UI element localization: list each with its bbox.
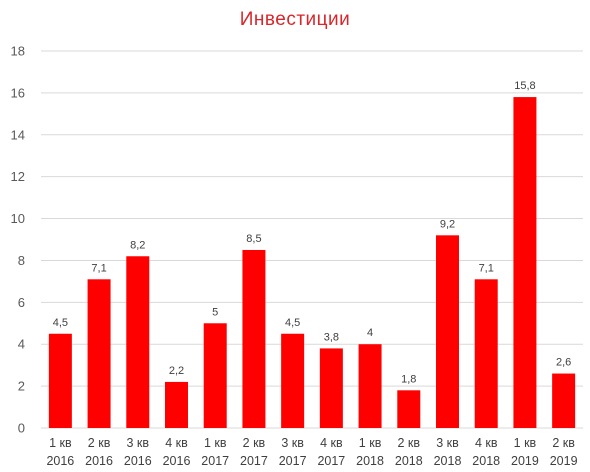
data-label: 9,2 [440, 218, 455, 230]
x-tick-label-quarter: 1 кв [514, 436, 537, 450]
x-tick-label-year: 2019 [511, 454, 539, 468]
x-tick-label-year: 2017 [240, 454, 268, 468]
bar [165, 381, 188, 428]
y-tick-label: 8 [18, 253, 25, 268]
bar [436, 235, 459, 428]
x-tick-label-quarter: 4 кв [475, 436, 498, 450]
x-tick-label-quarter: 3 кв [281, 436, 304, 450]
x-tick-label-year: 2017 [201, 454, 229, 468]
x-tick-label-quarter: 2 кв [88, 436, 111, 450]
y-axis-tick-labels: 0 2 4 6 8 10 12 14 16 18 [11, 44, 25, 436]
data-label: 2,2 [169, 365, 184, 377]
y-tick-label: 2 [18, 379, 25, 394]
x-tick-label-year: 2016 [124, 454, 152, 468]
data-label: 4 [367, 327, 373, 339]
y-tick-label: 6 [18, 295, 25, 310]
bar [474, 279, 498, 428]
y-tick-label: 0 [18, 421, 25, 436]
x-tick-label-year: 2018 [434, 454, 462, 468]
bar [513, 97, 537, 429]
y-tick-label: 12 [11, 169, 25, 184]
data-label: 15,8 [514, 80, 535, 92]
data-label: 1,8 [401, 373, 416, 385]
x-axis-tick-labels: 1 кв 2016 2 кв 2016 3 кв 2016 4 кв 2016 1 кв 2017… [46, 436, 577, 468]
x-tick-label-year: 2017 [317, 454, 345, 468]
x-tick-label-year: 2018 [356, 454, 384, 468]
x-tick-label-year: 2016 [46, 454, 74, 468]
x-tick-label-quarter: 1 кв [49, 436, 72, 450]
bar [203, 323, 227, 428]
x-tick-label-year: 2016 [163, 454, 191, 468]
data-label: 4,5 [285, 317, 300, 329]
data-label: 4,5 [53, 317, 68, 329]
data-label: 7,1 [91, 262, 106, 274]
x-tick-label-quarter: 4 кв [165, 436, 188, 450]
bar [48, 333, 72, 428]
data-label: 3,8 [324, 331, 339, 343]
x-tick-label-quarter: 3 кв [436, 436, 459, 450]
x-tick-label-quarter: 2 кв [398, 436, 421, 450]
data-label: 2,6 [556, 357, 571, 369]
x-tick-label-quarter: 4 кв [320, 436, 343, 450]
data-labels: 4,5 7,1 8,2 2,2 5 8,5 4,5 3,8 4 1,8 9,2 7,1 15,8 2,6 [53, 80, 572, 385]
data-label: 8,5 [246, 233, 261, 245]
y-tick-label: 4 [18, 337, 25, 352]
y-tick-label: 14 [11, 127, 25, 142]
data-label: 8,2 [130, 239, 145, 251]
x-tick-label-quarter: 2 кв [243, 436, 266, 450]
chart-title: Инвестиции [239, 9, 351, 30]
x-tick-label-year: 2018 [472, 454, 500, 468]
x-tick-label-year: 2018 [395, 454, 423, 468]
bar [358, 344, 382, 428]
bar [126, 256, 150, 428]
bars [48, 97, 576, 429]
bar [319, 348, 343, 428]
x-tick-label-year: 2017 [279, 454, 307, 468]
bar [87, 279, 111, 428]
y-tick-label: 10 [11, 211, 25, 226]
x-tick-label-quarter: 2 кв [552, 436, 575, 450]
gridlines [41, 50, 583, 429]
x-tick-label-year: 2016 [85, 454, 113, 468]
bar [242, 249, 266, 428]
bar [552, 373, 576, 428]
x-tick-label-year: 2019 [550, 454, 578, 468]
x-tick-label-quarter: 1 кв [359, 436, 382, 450]
y-tick-label: 18 [11, 44, 25, 59]
data-label: 5 [212, 306, 218, 318]
bar [397, 390, 421, 428]
x-tick-label-quarter: 3 кв [127, 436, 150, 450]
bar [281, 333, 305, 428]
data-label: 7,1 [479, 262, 494, 274]
x-tick-label-quarter: 1 кв [204, 436, 227, 450]
y-tick-label: 16 [11, 85, 25, 100]
